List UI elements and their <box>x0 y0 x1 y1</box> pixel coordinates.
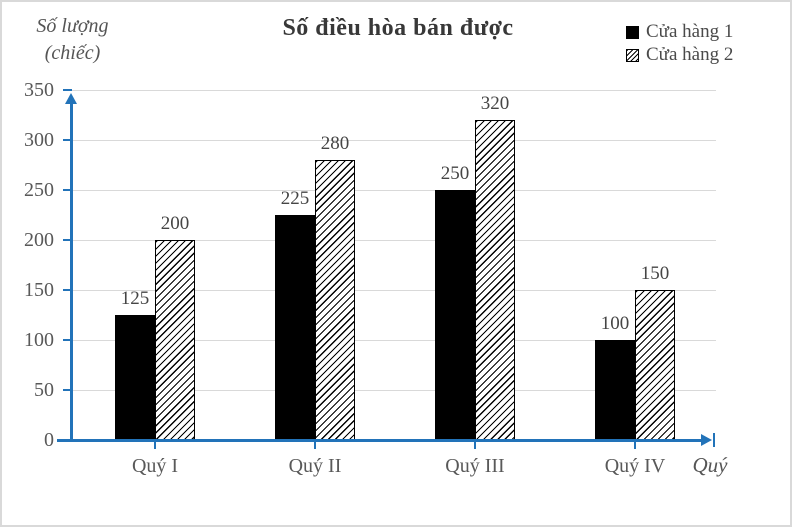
y-tick-250 <box>63 189 72 191</box>
x-axis-line <box>57 439 703 442</box>
x-tick-quy-iii <box>474 442 476 449</box>
x-tick-label-quy-iii: Quý III <box>445 455 505 477</box>
legend-item-store-2: Cửa hàng 2 <box>626 44 733 66</box>
legend: Cửa hàng 1 Cửa hàng 2 <box>626 21 733 66</box>
gridline-350 <box>71 89 716 91</box>
y-tick-label-350: 350 <box>24 79 54 101</box>
y-tick-150 <box>63 289 72 291</box>
legend-label-store-2: Cửa hàng 2 <box>646 44 734 65</box>
x-axis-arrow-icon <box>701 434 712 446</box>
value-label-cua-hang-2-quy-ii: 280 <box>320 133 350 154</box>
y-axis-line <box>70 99 73 442</box>
y-tick-label-150: 150 <box>24 279 54 301</box>
value-label-cua-hang-2-quy-i: 200 <box>160 213 190 234</box>
bar-cua-hang-2-quy-iv <box>635 290 675 440</box>
y-axis-title-line2: (chiếc) <box>44 42 101 64</box>
x-tick-label-quy-ii: Quý II <box>288 455 342 477</box>
x-tick-label-quy-iv: Quý IV <box>604 455 666 477</box>
legend-swatch-hatched-icon <box>626 48 639 62</box>
legend-label-store-1: Cửa hàng 1 <box>646 21 734 42</box>
x-axis-end-tick <box>713 433 715 447</box>
y-tick-200 <box>63 239 72 241</box>
bar-cua-hang-2-quy-ii <box>315 160 355 440</box>
gridline-100 <box>71 339 716 341</box>
x-tick-quy-i <box>154 442 156 449</box>
gridline-250 <box>71 189 716 191</box>
gridline-50 <box>71 389 716 391</box>
value-label-cua-hang-1-quy-ii: 225 <box>280 188 310 209</box>
bar-cua-hang-1-quy-iii <box>435 190 475 440</box>
x-axis-title: Quý <box>692 453 728 477</box>
y-axis-title: Số lượng (chiếc) <box>10 13 135 67</box>
y-tick-label-250: 250 <box>24 179 54 201</box>
y-axis-title-line1: Số lượng <box>36 15 109 37</box>
x-tick-label-quy-i: Quý I <box>131 455 179 477</box>
y-tick-50 <box>63 389 72 391</box>
y-tick-100 <box>63 339 72 341</box>
value-label-cua-hang-1-quy-iv: 100 <box>600 313 630 334</box>
chart-title: Số điều hòa bán được <box>282 15 514 41</box>
bar-cua-hang-1-quy-iv <box>595 340 635 440</box>
bar-cua-hang-2-quy-i <box>155 240 195 440</box>
y-axis-arrow-icon <box>65 93 77 104</box>
value-label-cua-hang-1-quy-i: 125 <box>120 288 150 309</box>
gridline-300 <box>71 139 716 141</box>
y-tick-label-0: 0 <box>44 429 54 451</box>
x-tick-quy-iv <box>634 442 636 449</box>
bar-cua-hang-2-quy-iii <box>475 120 515 440</box>
value-label-cua-hang-2-quy-iv: 150 <box>640 263 670 284</box>
legend-item-store-1: Cửa hàng 1 <box>626 21 733 43</box>
value-label-cua-hang-2-quy-iii: 320 <box>480 93 510 114</box>
value-label-cua-hang-1-quy-iii: 250 <box>440 163 470 184</box>
y-tick-350 <box>63 89 72 91</box>
y-tick-label-100: 100 <box>24 329 54 351</box>
bar-cua-hang-1-quy-ii <box>275 215 315 440</box>
legend-swatch-solid-icon <box>626 25 639 39</box>
y-tick-label-300: 300 <box>24 129 54 151</box>
y-tick-label-200: 200 <box>24 229 54 251</box>
y-tick-label-50: 50 <box>34 379 54 401</box>
bar-cua-hang-1-quy-i <box>115 315 155 440</box>
gridline-200 <box>71 239 716 241</box>
x-tick-quy-ii <box>314 442 316 449</box>
gridline-150 <box>71 289 716 291</box>
y-tick-300 <box>63 139 72 141</box>
